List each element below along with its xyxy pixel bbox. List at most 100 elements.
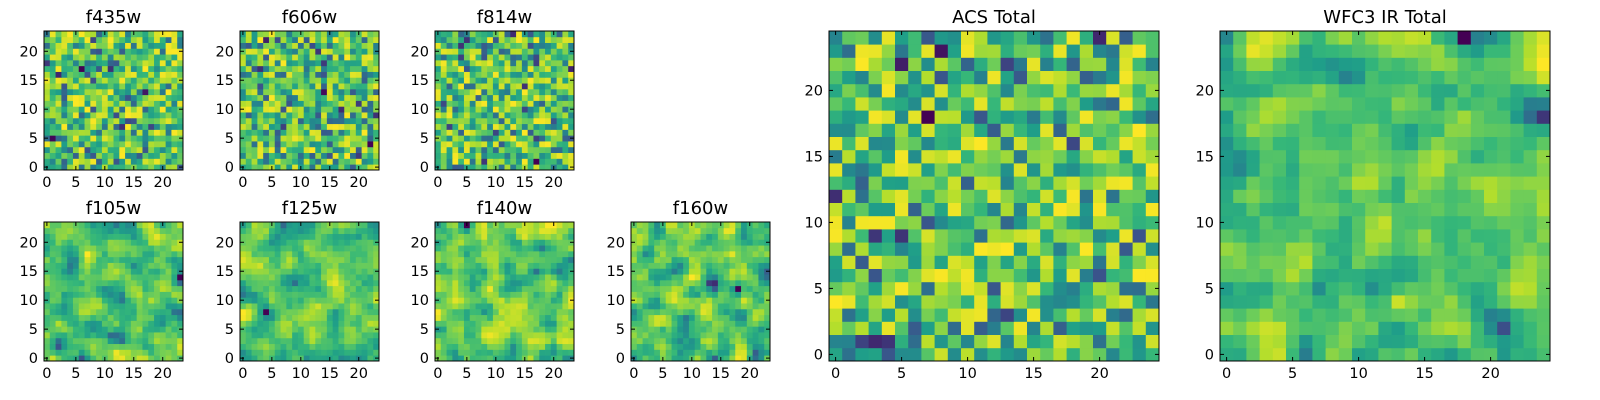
heatmap-cell — [1066, 44, 1081, 58]
heatmap-cell — [90, 48, 97, 55]
heatmap-cell — [463, 308, 471, 316]
heatmap-cell — [280, 158, 287, 165]
heatmap-cell — [113, 297, 120, 304]
heatmap-cell — [1079, 123, 1094, 137]
heatmap-cell — [373, 42, 380, 49]
heatmap-cell — [475, 54, 482, 61]
heatmap-cell — [694, 349, 701, 356]
heatmap-cell — [521, 158, 529, 165]
heatmap-cell — [292, 146, 299, 154]
heatmap-cell — [338, 256, 345, 263]
heatmap-cell — [344, 31, 351, 38]
heatmap-cell — [868, 149, 883, 164]
heatmap-cell — [96, 227, 103, 234]
heatmap-cell — [706, 303, 713, 310]
heatmap-cell — [297, 303, 305, 310]
heatmap-cell — [556, 48, 563, 55]
heatmap-cell — [297, 83, 305, 90]
heatmap-cell — [119, 355, 126, 362]
heatmap-cell — [286, 233, 293, 240]
heatmap-cell — [373, 112, 380, 119]
heatmap-cell — [303, 233, 310, 240]
heatmap-cell — [125, 77, 132, 84]
heatmap-cell — [895, 110, 909, 124]
heatmap-cell — [665, 303, 672, 310]
heatmap-cell — [240, 279, 247, 287]
heatmap-cell — [257, 349, 264, 356]
heatmap-cell — [735, 343, 742, 350]
heatmap-cell — [550, 256, 558, 263]
heatmap-cell — [550, 129, 558, 136]
heatmap-cell — [78, 54, 85, 61]
heatmap-cell — [373, 303, 380, 310]
heatmap-cell — [303, 158, 310, 165]
heatmap-cell — [350, 314, 357, 321]
heatmap-cell — [631, 285, 638, 292]
heatmap-cell — [545, 135, 552, 142]
heatmap-cell — [338, 285, 345, 292]
heatmap-cell — [142, 42, 149, 49]
heatmap-cell — [101, 83, 109, 90]
heatmap-cell — [921, 308, 935, 322]
heatmap-cell — [642, 297, 649, 304]
heatmap-cell — [452, 332, 459, 339]
heatmap-cell — [741, 245, 748, 252]
heatmap-cell — [101, 303, 109, 310]
heatmap-cell — [516, 141, 523, 148]
heatmap-cell — [1106, 31, 1120, 45]
heatmap-cell — [504, 233, 511, 240]
heatmap-cell — [961, 163, 975, 177]
heatmap-cell — [568, 146, 575, 154]
heatmap-cell — [504, 31, 511, 38]
heatmap-cell — [961, 255, 975, 269]
heatmap-cell — [55, 222, 62, 229]
heatmap-cell — [1132, 268, 1147, 283]
heatmap-cell — [533, 320, 540, 327]
heatmap-cell — [934, 242, 949, 256]
heatmap-cell — [257, 100, 264, 107]
heatmap-cell — [297, 94, 305, 101]
heatmap-cell — [101, 100, 109, 107]
axes-frame-f435w — [43, 30, 184, 171]
heatmap-cell — [136, 314, 143, 321]
heatmap-cell — [481, 100, 488, 107]
heatmap-cell — [947, 176, 962, 190]
heatmap-cell — [251, 337, 258, 345]
heatmap-cell — [752, 233, 759, 240]
heatmap-cell — [84, 152, 91, 159]
heatmap-cell — [303, 303, 310, 310]
heatmap-cell — [130, 274, 138, 281]
heatmap-cell — [671, 239, 678, 246]
heatmap-cell — [154, 239, 161, 246]
heatmap-cell — [659, 285, 667, 292]
heatmap-cell — [469, 291, 476, 298]
heatmap-cell — [154, 123, 161, 130]
heatmap-cell — [829, 229, 843, 243]
heatmap-cell — [752, 285, 759, 292]
heatmap-cell — [332, 291, 339, 298]
heatmap-cell — [159, 59, 167, 67]
heatmap-cell — [516, 233, 523, 240]
heatmap-cell — [475, 59, 482, 67]
y-tick-label: 0 — [420, 351, 429, 367]
heatmap-cell — [550, 83, 558, 90]
heatmap-cell — [752, 343, 759, 350]
heatmap-cell — [326, 349, 334, 356]
heatmap-cell — [671, 285, 678, 292]
heatmap-cell — [1027, 202, 1041, 217]
heatmap-cell — [987, 110, 1001, 124]
heatmap-cell — [435, 88, 442, 96]
heatmap-cell — [119, 48, 126, 55]
heatmap-cell — [303, 54, 310, 61]
heatmap-cell — [492, 94, 500, 101]
heatmap-cell — [49, 355, 56, 362]
heatmap-cell — [44, 42, 51, 49]
heatmap-cell — [469, 262, 476, 269]
heatmap-cell — [545, 297, 552, 304]
heatmap-cell — [297, 250, 305, 258]
heatmap-cell — [654, 256, 661, 263]
heatmap-cell — [113, 100, 120, 107]
heatmap-cell — [741, 291, 748, 298]
heatmap-cell — [568, 129, 575, 136]
heatmap-cell — [165, 250, 172, 258]
